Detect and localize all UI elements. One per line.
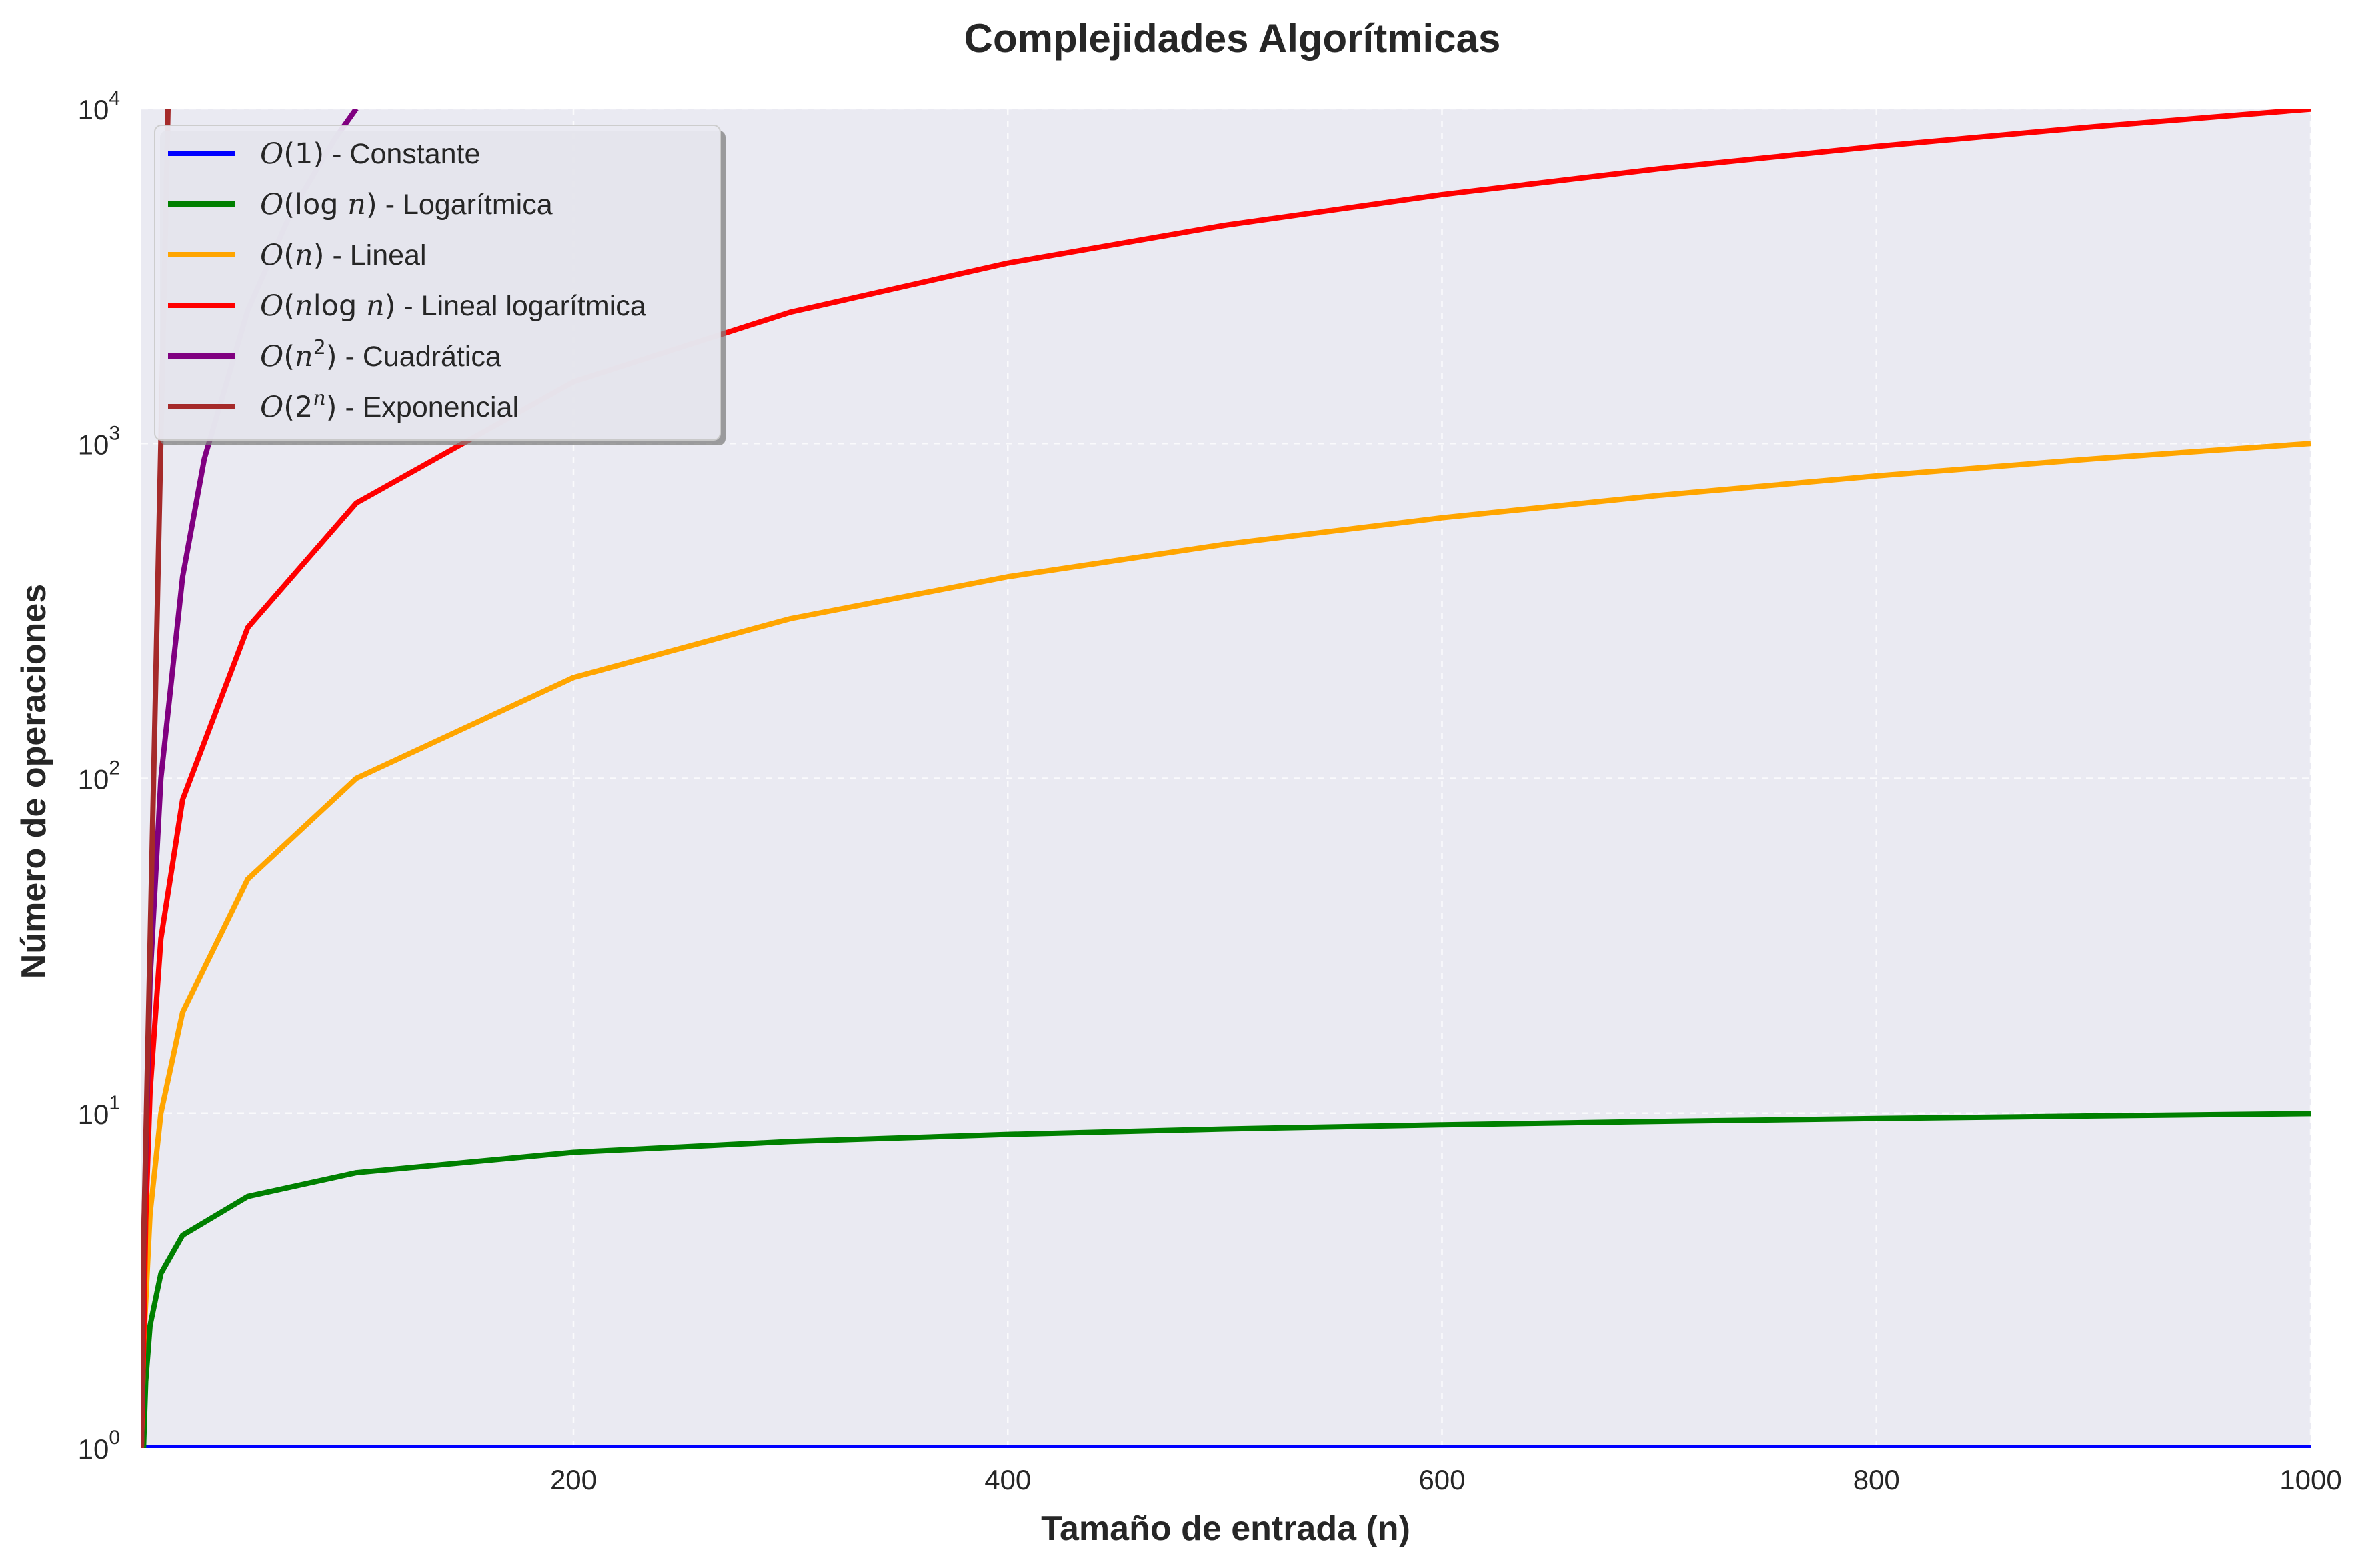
x-tick-label: 1000 — [2279, 1464, 2341, 1495]
y-tick-label: 103 — [78, 422, 120, 460]
series-line-2 — [141, 441, 2311, 1448]
y-tick-label: 101 — [78, 1092, 120, 1130]
x-axis-title: Tamaño de entrada (n) — [1041, 1509, 1410, 1548]
x-tick-labels: 200 400 600 800 1000 — [550, 1464, 2342, 1495]
y-axis-title: Número de operaciones — [15, 584, 53, 979]
x-tick-label: 200 — [550, 1464, 597, 1495]
legend-label-3: O(nlog n) - Lineal logarítmica — [260, 289, 646, 323]
y-tick-label: 102 — [78, 757, 120, 795]
legend-label-2: O(n) - Lineal — [260, 239, 427, 272]
legend-label-5: O(2n) - Exponencial — [260, 387, 519, 424]
x-tick-label: 400 — [984, 1464, 1031, 1495]
legend-box — [154, 125, 721, 441]
legend-label-0: O(1) - Constante — [260, 137, 480, 171]
legend-label-4: O(n2) - Cuadrática — [260, 336, 501, 373]
legend-label-1: O(log n) - Logarítmica — [260, 188, 553, 221]
legend: O(1) - Constante O(log n) - Logarítmica O(… — [154, 125, 726, 445]
y-tick-label: 104 — [78, 87, 120, 125]
x-tick-label: 800 — [1853, 1464, 1900, 1495]
chart-title: Complejidades Algorítmicas — [964, 16, 1501, 61]
y-tick-label: 100 — [78, 1427, 120, 1465]
series-line-1 — [141, 1111, 2311, 1448]
y-tick-labels: 100 101 102 103 104 — [78, 87, 120, 1465]
x-tick-label: 600 — [1418, 1464, 1465, 1495]
